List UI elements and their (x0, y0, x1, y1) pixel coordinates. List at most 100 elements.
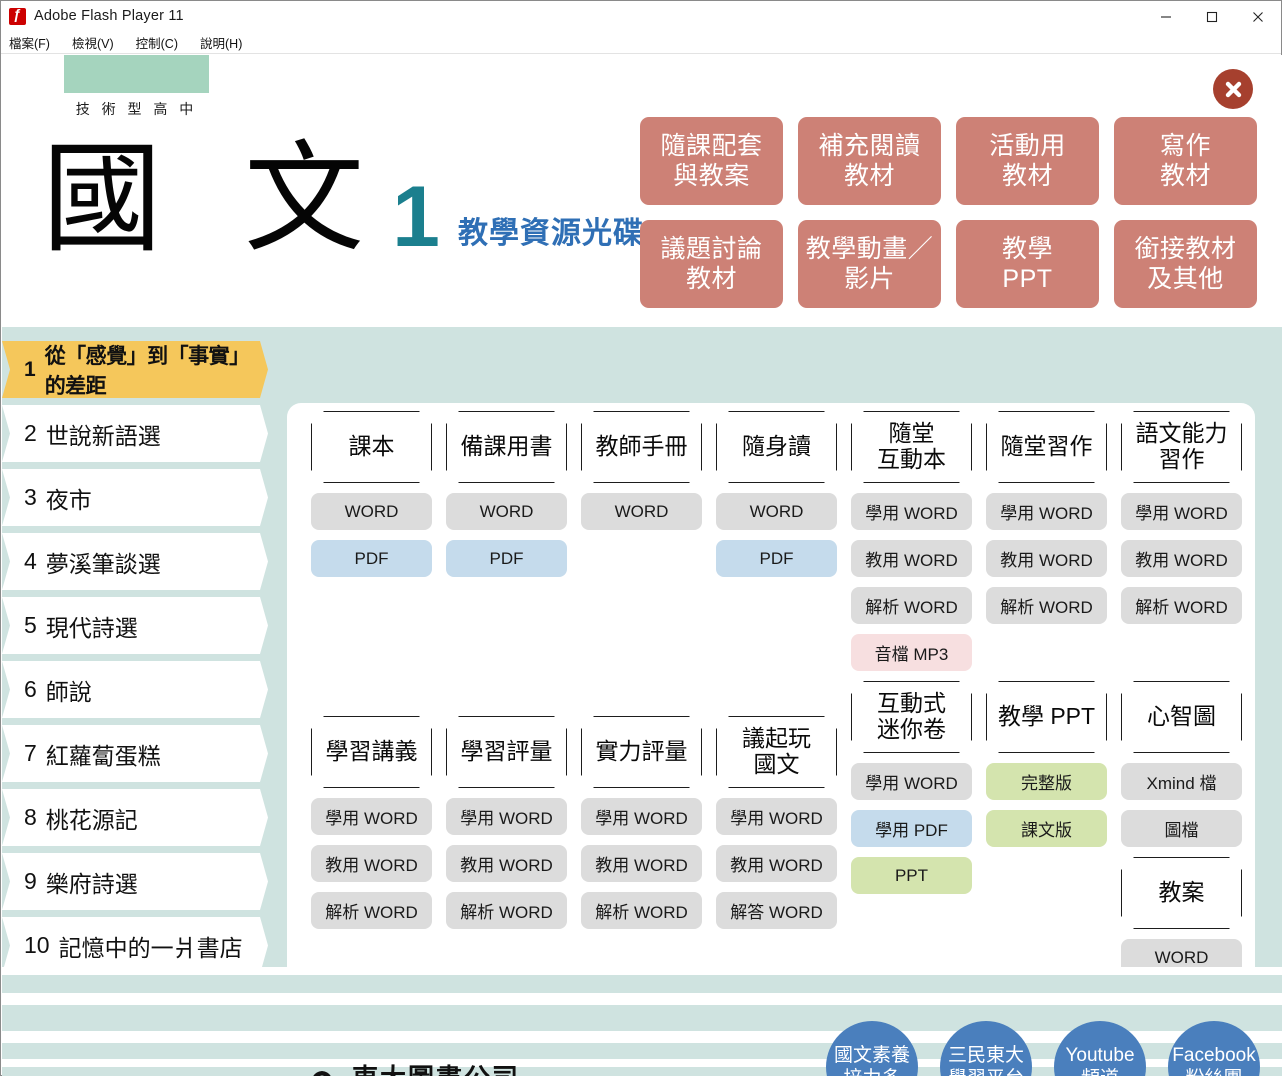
resource-pill[interactable]: 教用 WORD (851, 540, 972, 577)
category-button-3[interactable]: 寫作 教材 (1114, 117, 1257, 205)
category-button-4[interactable]: 議題討論 教材 (640, 220, 783, 308)
resource-card-study-assessment[interactable]: 學習評量 (446, 716, 567, 788)
resource-pill[interactable]: 教用 WORD (581, 845, 702, 882)
resource-card-teacher-manual[interactable]: 教師手冊 (581, 411, 702, 483)
chapter-sidebar: 1 從「感覺」到「事實」的差距 2 世說新語選 3 夜市 4 夢溪筆談選 5 (2, 341, 268, 981)
social-link-literacy[interactable]: 國文素養 培力多 (826, 1021, 918, 1076)
resource-pill[interactable]: 學用 WORD (716, 798, 837, 835)
sidebar-item-chapter-4[interactable]: 4 夢溪筆談選 (2, 533, 268, 590)
resource-card-study-guide[interactable]: 學習講義 (311, 716, 432, 788)
resource-pill[interactable]: 解析 WORD (311, 892, 432, 929)
resource-pill[interactable]: 教用 WORD (986, 540, 1107, 577)
resource-column-3: 隨身讀 WORD PDF 議起玩 國文 學用 WORD 教用 WORD 解答 (709, 403, 844, 976)
window-title: Adobe Flash Player 11 (34, 8, 184, 24)
minimize-icon[interactable] (1143, 1, 1189, 32)
resource-pill[interactable]: WORD (446, 493, 567, 530)
resource-pill[interactable]: 學用 PDF (851, 810, 972, 847)
sidebar-item-chapter-7[interactable]: 7 紅蘿蔔蛋糕 (2, 725, 268, 782)
sidebar-item-chapter-8[interactable]: 8 桃花源記 (2, 789, 268, 846)
resource-pill[interactable]: 教用 WORD (311, 845, 432, 882)
resource-pill[interactable]: 解析 WORD (581, 892, 702, 929)
resource-pill[interactable]: PDF (311, 540, 432, 577)
category-button-1[interactable]: 補充閱讀 教材 (798, 117, 941, 205)
category-button-0[interactable]: 隨課配套 與教案 (640, 117, 783, 205)
resource-pill[interactable]: 課文版 (986, 810, 1107, 847)
social-link-platform[interactable]: 三民東大 學習平台 (940, 1021, 1032, 1076)
close-app-button[interactable] (1213, 69, 1253, 109)
resource-card-teaching-ppt[interactable]: 教學 PPT (986, 681, 1107, 753)
sidebar-item-chapter-10[interactable]: 10 記憶中的一爿書店 (2, 917, 268, 974)
resource-pill[interactable]: 學用 WORD (446, 798, 567, 835)
resource-pill[interactable]: 完整版 (986, 763, 1107, 800)
resource-card-interactive-book[interactable]: 隨堂 互動本 (851, 411, 972, 483)
chapter-number: 2 (24, 420, 37, 446)
sidebar-item-chapter-3[interactable]: 3 夜市 (2, 469, 268, 526)
category-button-5[interactable]: 教學動畫／ 影片 (798, 220, 941, 308)
resource-pill[interactable]: 解析 WORD (986, 587, 1107, 624)
resource-pill[interactable]: 解析 WORD (1121, 587, 1242, 624)
sidebar-item-chapter-6[interactable]: 6 師說 (2, 661, 268, 718)
resource-pill[interactable]: 教用 WORD (1121, 540, 1242, 577)
chapter-number: 4 (24, 548, 37, 574)
category-label: 教材 (1001, 162, 1053, 190)
resource-pill[interactable]: 教用 WORD (446, 845, 567, 882)
category-label: 寫作 (1159, 131, 1211, 160)
close-icon[interactable] (1235, 1, 1281, 32)
resource-pill[interactable]: 學用 WORD (1121, 493, 1242, 530)
resource-pill[interactable]: PDF (716, 540, 837, 577)
window-controls (1143, 1, 1281, 32)
resource-pill[interactable]: 學用 WORD (851, 493, 972, 530)
resource-pill[interactable]: 解析 WORD (851, 587, 972, 624)
resource-pill[interactable]: Xmind 檔 (1121, 763, 1242, 800)
resource-pill[interactable]: 學用 WORD (986, 493, 1107, 530)
sidebar-item-chapter-2[interactable]: 2 世說新語選 (2, 405, 268, 462)
resource-card-pocket-reader[interactable]: 隨身讀 (716, 411, 837, 483)
resource-pill[interactable]: 解答 WORD (716, 892, 837, 929)
resource-pill[interactable]: 教用 WORD (716, 845, 837, 882)
resource-pill[interactable]: 圖檔 (1121, 810, 1242, 847)
category-button-2[interactable]: 活動用 教材 (956, 117, 1099, 205)
category-label: 教材 (843, 162, 895, 190)
social-link-youtube[interactable]: Youtube 頻道 (1054, 1021, 1146, 1076)
resource-card-class-workbook[interactable]: 隨堂習作 (986, 411, 1107, 483)
resource-pill[interactable]: PDF (446, 540, 567, 577)
resource-pill[interactable]: 音檔 MP3 (851, 634, 972, 671)
menu-item-control[interactable]: 控制(C) (135, 37, 178, 51)
resource-card-ability-assessment[interactable]: 實力評量 (581, 716, 702, 788)
resource-card-mini-quiz[interactable]: 互動式 迷你卷 (851, 681, 972, 753)
resource-pill[interactable]: 學用 WORD (851, 763, 972, 800)
flash-stage: 技 術 型 高 中 國 文 1 教學資源光碟 隨課配套 與教案 補充閱讀 教材 (2, 55, 1282, 1076)
maximize-icon[interactable] (1189, 1, 1235, 32)
resource-pill[interactable]: 學用 WORD (311, 798, 432, 835)
menu-item-view[interactable]: 檢視(V) (71, 37, 114, 51)
category-button-6[interactable]: 教學 PPT (956, 220, 1099, 308)
resource-card-lesson-plan[interactable]: 教案 (1121, 857, 1242, 929)
sidebar-item-chapter-9[interactable]: 9 樂府詩選 (2, 853, 268, 910)
chapter-label: 夢溪筆談選 (45, 550, 161, 577)
sidebar-item-chapter-1[interactable]: 1 從「感覺」到「事實」的差距 (2, 341, 268, 398)
resource-card-language-ability[interactable]: 語文能力 習作 (1121, 411, 1242, 483)
resource-card-mind-map[interactable]: 心智圖 (1121, 681, 1242, 753)
chapter-number: 6 (24, 676, 37, 702)
resource-card-textbook[interactable]: 課本 (311, 411, 432, 483)
category-label: 教材 (685, 265, 737, 293)
card-title: 備課用書 (460, 433, 553, 460)
resource-pill[interactable]: PPT (851, 857, 972, 894)
resource-card-prep-book[interactable]: 備課用書 (446, 411, 567, 483)
sidebar-item-chapter-5[interactable]: 5 現代詩選 (2, 597, 268, 654)
resource-card-topic-play[interactable]: 議起玩 國文 (716, 716, 837, 788)
chapter-label: 現代詩選 (45, 614, 138, 641)
resource-pill[interactable]: WORD (581, 493, 702, 530)
menu-item-help[interactable]: 說明(H) (200, 37, 243, 51)
resource-pill[interactable]: 解析 WORD (446, 892, 567, 929)
resource-pill[interactable]: WORD (311, 493, 432, 530)
category-button-7[interactable]: 銜接教材 及其他 (1114, 220, 1257, 308)
social-link-label: 國文素養 (833, 1044, 910, 1066)
category-button-grid: 隨課配套 與教案 補充閱讀 教材 活動用 教材 寫作 教材 議題討論 教材 教學動畫／ 影片 (640, 117, 1257, 308)
resource-pill[interactable]: 學用 WORD (581, 798, 702, 835)
social-link-facebook[interactable]: Facebook 粉絲團 (1168, 1021, 1260, 1076)
menu-item-file[interactable]: 檔案(F) (9, 37, 50, 51)
resource-pill[interactable]: WORD (716, 493, 837, 530)
social-link-label: 培力多 (843, 1067, 900, 1076)
